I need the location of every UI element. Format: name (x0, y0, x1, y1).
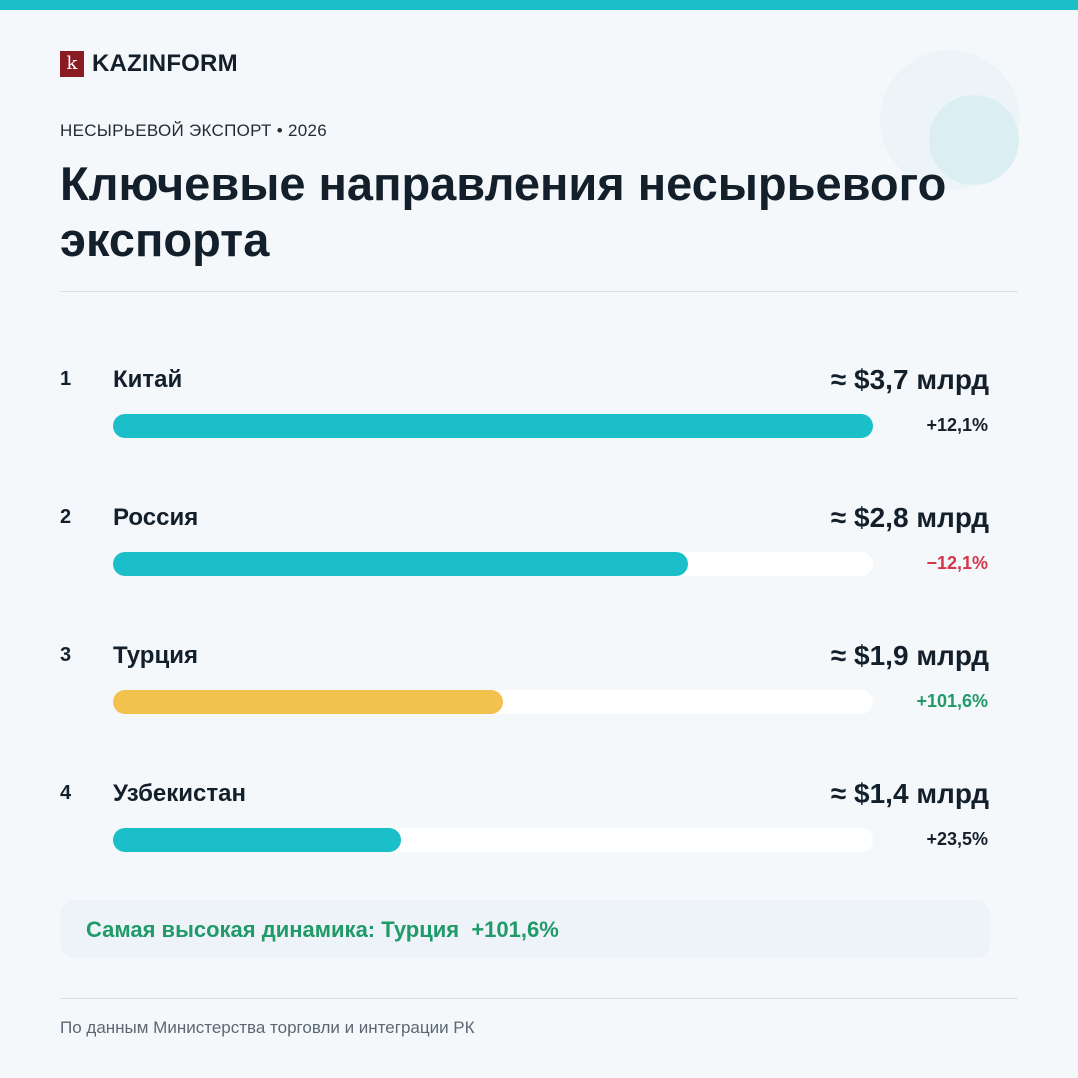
category-label: Россия (113, 504, 199, 531)
bar (113, 552, 688, 576)
decorative-circle (929, 95, 1019, 185)
rank-number: 3 (60, 644, 72, 666)
highlight-text: Самая высокая динамика: Турция +101,6% (86, 917, 559, 942)
change-label: +101,6% (916, 691, 988, 711)
value-label: ≈ $2,8 млрд (830, 502, 989, 533)
chart-row: 2 Россия ≈ $2,8 млрд −12,1% (0, 502, 1078, 616)
top-accent-stripe (0, 0, 1078, 10)
rank-number: 2 (60, 506, 72, 528)
rank-number: 1 (60, 368, 72, 390)
title-divider (60, 291, 1018, 292)
bar-track (113, 690, 873, 714)
bar (113, 828, 401, 852)
change-label: −12,1% (926, 553, 988, 573)
logo-mark-icon: k (60, 51, 84, 77)
chart-row: 1 Китай ≈ $3,7 млрд +12,1% (0, 364, 1078, 478)
chart-row: 4 Узбекистан ≈ $1,4 млрд +23,5% (0, 778, 1078, 892)
source-note: По данным Министерства торговли и интегр… (60, 1018, 475, 1037)
bar-track (113, 552, 873, 576)
category-label: Турция (113, 642, 198, 669)
value-label: ≈ $3,7 млрд (830, 364, 989, 395)
value-label: ≈ $1,4 млрд (830, 778, 989, 809)
change-label: +23,5% (926, 829, 988, 849)
category-label: Узбекистан (113, 780, 246, 807)
rank-number: 4 (60, 782, 72, 804)
page-title: Ключевые направления несырьевого экспорт… (60, 157, 947, 266)
footer-divider (60, 998, 1018, 999)
bar (113, 690, 503, 714)
logo-wordmark: KAZINFORM (92, 50, 238, 77)
bar-track (113, 828, 873, 852)
category-label: Китай (113, 366, 183, 393)
bar-track (113, 414, 873, 438)
value-label: ≈ $1,9 млрд (830, 640, 989, 671)
bar (113, 414, 873, 438)
change-label: +12,1% (926, 415, 988, 435)
chart-row: 3 Турция ≈ $1,9 млрд +101,6% (0, 640, 1078, 754)
kicker-label: НЕСЫРЬЕВОЙ ЭКСПОРТ • 2026 (60, 121, 328, 140)
highlight-callout: Самая высокая динамика: Турция +101,6% (60, 900, 990, 958)
kazinform-logo: k KAZINFORM (60, 50, 238, 78)
